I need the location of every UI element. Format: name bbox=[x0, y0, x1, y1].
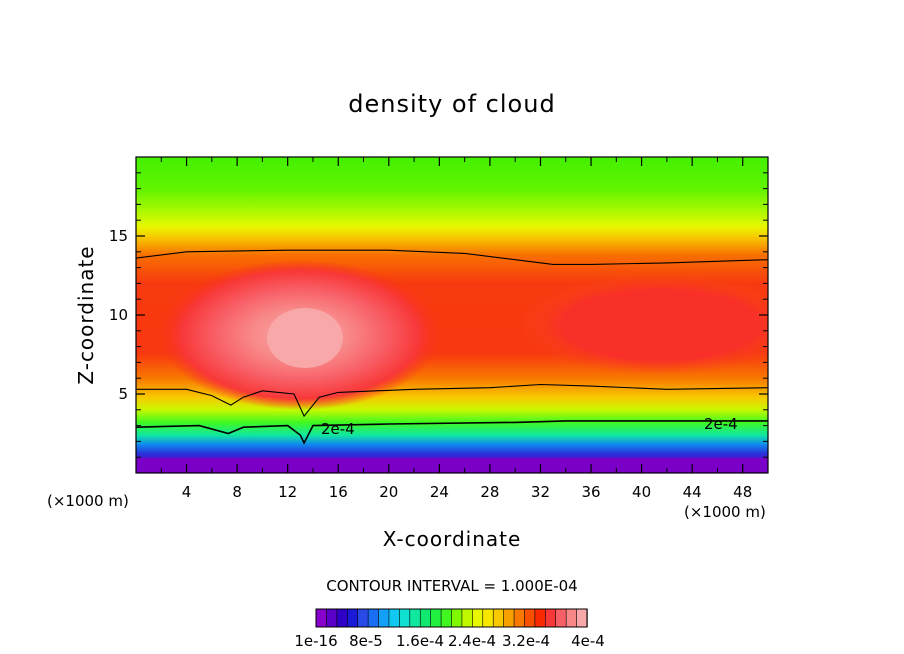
colorbar-swatch bbox=[461, 608, 474, 628]
field-area bbox=[136, 157, 768, 473]
colorbar-tick-label: 1e-16 bbox=[294, 632, 337, 650]
x-tick-label: 24 bbox=[430, 483, 449, 501]
colorbar-swatch bbox=[524, 608, 536, 628]
y-tick-label: 5 bbox=[118, 385, 128, 403]
colorbar-swatch bbox=[388, 608, 401, 628]
colorbar-swatch bbox=[513, 608, 526, 628]
x-tick-label: 44 bbox=[683, 483, 702, 501]
colorbar-swatch bbox=[472, 608, 484, 628]
lower-layer-band bbox=[136, 458, 768, 473]
colorbar-swatch bbox=[357, 608, 369, 628]
colorbar-swatch bbox=[367, 608, 380, 628]
x-tick-label: 12 bbox=[278, 483, 297, 501]
colorbar-swatch bbox=[451, 608, 463, 628]
x-tick-label: 36 bbox=[581, 483, 600, 501]
contour-interval-text: CONTOUR INTERVAL = 1.000E-04 bbox=[326, 577, 577, 595]
contour-line-upper bbox=[136, 249, 768, 265]
contour-label-right: 2e-4 bbox=[704, 415, 738, 433]
x-unit-left: (×1000 m) bbox=[47, 492, 129, 510]
x-tick-label: 48 bbox=[733, 483, 752, 501]
colorbar-swatch bbox=[545, 608, 557, 628]
colorbar-swatch bbox=[378, 608, 390, 628]
colorbar-tick-label: 4e-4 bbox=[571, 632, 605, 650]
colorbar-swatch bbox=[492, 608, 505, 628]
colorbar-tick-label: 1.6e-4 bbox=[396, 632, 444, 650]
colorbar-swatch bbox=[419, 608, 432, 628]
colorbar-swatch bbox=[346, 608, 359, 628]
colorbar-swatch bbox=[555, 608, 567, 628]
contour-label-left: 2e-4 bbox=[321, 420, 355, 438]
core-peak-region bbox=[267, 308, 343, 368]
colorbar-tick-label: 3.2e-4 bbox=[502, 632, 550, 650]
y-tick-label: 10 bbox=[109, 306, 128, 324]
colorbar-tick-label: 8e-5 bbox=[349, 632, 383, 650]
chart-title: density of cloud bbox=[348, 90, 555, 118]
colorbar-labels: 1e-16 8e-5 1.6e-4 2.4e-4 3.2e-4 4e-4 bbox=[294, 632, 605, 650]
x-tick-label: 40 bbox=[632, 483, 651, 501]
contour-lines bbox=[136, 249, 768, 445]
contour-line-lower bbox=[136, 420, 768, 445]
x-axis-ticks: 4 8 12 16 20 24 28 32 36 40 44 48 bbox=[160, 157, 752, 501]
colorbar-swatch bbox=[576, 608, 588, 628]
colorbar-swatch bbox=[315, 608, 328, 628]
y-axis-ticks: 5 10 15 bbox=[109, 172, 768, 458]
contour-line-middle bbox=[136, 383, 768, 418]
colorbar-swatch bbox=[440, 608, 453, 628]
colorbar-swatch bbox=[534, 608, 547, 628]
x-axis-label: X-coordinate bbox=[383, 527, 522, 551]
colorbar-tick-label: 2.4e-4 bbox=[448, 632, 496, 650]
colorbar-swatch bbox=[503, 608, 515, 628]
colorbar-swatch bbox=[399, 608, 411, 628]
x-tick-label: 20 bbox=[379, 483, 398, 501]
x-tick-label: 28 bbox=[480, 483, 499, 501]
colorbar-swatch bbox=[409, 608, 421, 628]
colorbar-frame bbox=[315, 608, 588, 628]
x-tick-label: 8 bbox=[232, 483, 242, 501]
y-axis-label: Z-coordinate bbox=[74, 245, 98, 384]
colorbar-swatch bbox=[430, 608, 442, 628]
colorbar bbox=[315, 608, 588, 628]
colorbar-swatch bbox=[336, 608, 348, 628]
x-unit-right: (×1000 m) bbox=[684, 503, 766, 521]
right-maximum-region bbox=[520, 275, 768, 375]
colorbar-swatch bbox=[326, 608, 338, 628]
colorbar-swatch bbox=[482, 608, 494, 628]
x-tick-label: 4 bbox=[182, 483, 192, 501]
y-tick-label: 15 bbox=[109, 227, 128, 245]
x-tick-label: 16 bbox=[329, 483, 348, 501]
x-tick-label: 32 bbox=[531, 483, 550, 501]
colorbar-swatch bbox=[565, 608, 578, 628]
